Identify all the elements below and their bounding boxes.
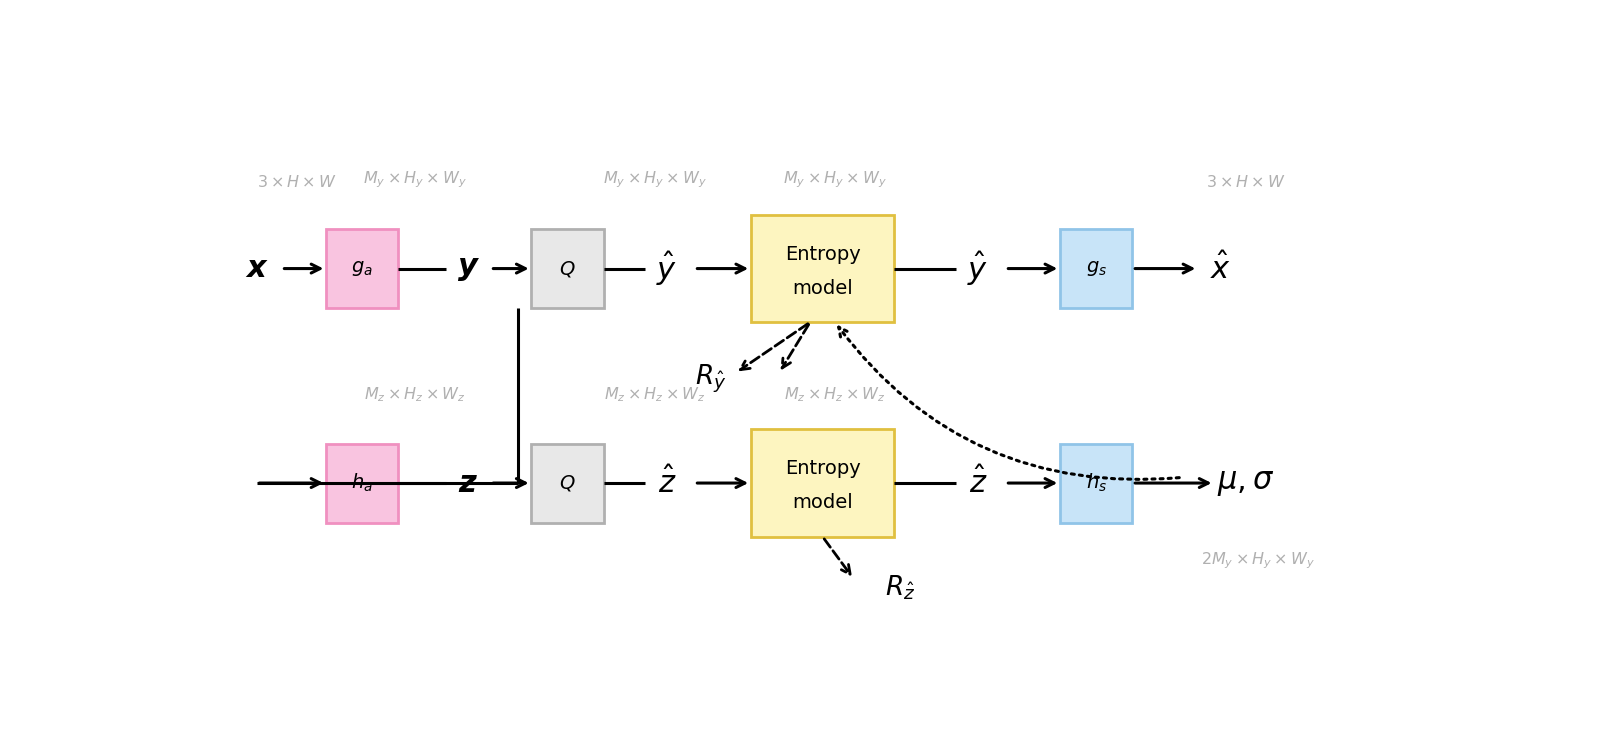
- FancyBboxPatch shape: [326, 443, 398, 523]
- Text: $M_y \times H_y \times W_y$: $M_y \times H_y \times W_y$: [363, 169, 467, 190]
- Text: $Q$: $Q$: [559, 259, 576, 279]
- Text: $M_y \times H_y \times W_y$: $M_y \times H_y \times W_y$: [783, 169, 888, 190]
- FancyBboxPatch shape: [751, 430, 894, 537]
- Text: $g_s$: $g_s$: [1085, 259, 1107, 278]
- Text: $M_z \times H_z \times W_z$: $M_z \times H_z \times W_z$: [785, 386, 886, 404]
- FancyBboxPatch shape: [531, 443, 603, 523]
- Text: model: model: [793, 493, 852, 512]
- Text: $g_a$: $g_a$: [351, 259, 374, 278]
- Text: $3 \times H \times W$: $3 \times H \times W$: [257, 174, 337, 190]
- Text: $3 \times H \times W$: $3 \times H \times W$: [1205, 174, 1286, 190]
- FancyBboxPatch shape: [1061, 443, 1132, 523]
- FancyBboxPatch shape: [326, 229, 398, 308]
- Text: model: model: [793, 279, 852, 298]
- Text: Entropy: Entropy: [785, 245, 860, 264]
- Text: $\hat{z}$: $\hat{z}$: [658, 467, 676, 499]
- FancyBboxPatch shape: [1061, 229, 1132, 308]
- Text: Entropy: Entropy: [785, 460, 860, 479]
- Text: $\hat{y}$: $\hat{y}$: [968, 249, 989, 288]
- Text: $\boldsymbol{z}$: $\boldsymbol{z}$: [457, 468, 478, 498]
- Text: $R_{\hat{z}}$: $R_{\hat{z}}$: [884, 573, 915, 602]
- Text: $\boldsymbol{y}$: $\boldsymbol{y}$: [456, 254, 480, 283]
- Text: $2M_y \times H_y \times W_y$: $2M_y \times H_y \times W_y$: [1201, 550, 1314, 572]
- Text: $\boldsymbol{x}$: $\boldsymbol{x}$: [244, 254, 268, 283]
- Text: $h_a$: $h_a$: [351, 472, 374, 494]
- FancyBboxPatch shape: [531, 229, 603, 308]
- Text: $M_y \times H_y \times W_y$: $M_y \times H_y \times W_y$: [603, 169, 706, 190]
- Text: $M_z \times H_z \times W_z$: $M_z \times H_z \times W_z$: [603, 386, 706, 404]
- Text: $\hat{z}$: $\hat{z}$: [969, 467, 987, 499]
- Text: $R_{\hat{y}}$: $R_{\hat{y}}$: [695, 363, 727, 395]
- Text: $h_s$: $h_s$: [1085, 472, 1107, 494]
- Text: $M_z \times H_z \times W_z$: $M_z \times H_z \times W_z$: [364, 386, 465, 404]
- Text: $\mu, \sigma$: $\mu, \sigma$: [1217, 468, 1274, 498]
- Text: $\hat{x}$: $\hat{x}$: [1210, 252, 1231, 284]
- Text: $\hat{y}$: $\hat{y}$: [656, 249, 677, 288]
- FancyBboxPatch shape: [751, 215, 894, 323]
- Text: $Q$: $Q$: [559, 473, 576, 493]
